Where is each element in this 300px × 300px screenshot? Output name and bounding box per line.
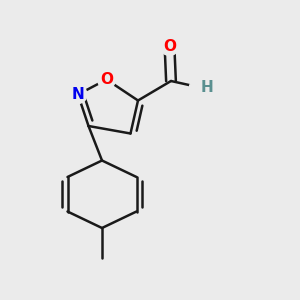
Circle shape — [160, 38, 178, 56]
Text: H: H — [201, 80, 214, 94]
Text: O: O — [163, 39, 176, 54]
Circle shape — [98, 70, 116, 88]
Circle shape — [69, 85, 87, 103]
Text: N: N — [72, 87, 84, 102]
Text: O: O — [100, 72, 113, 87]
Circle shape — [190, 79, 206, 95]
